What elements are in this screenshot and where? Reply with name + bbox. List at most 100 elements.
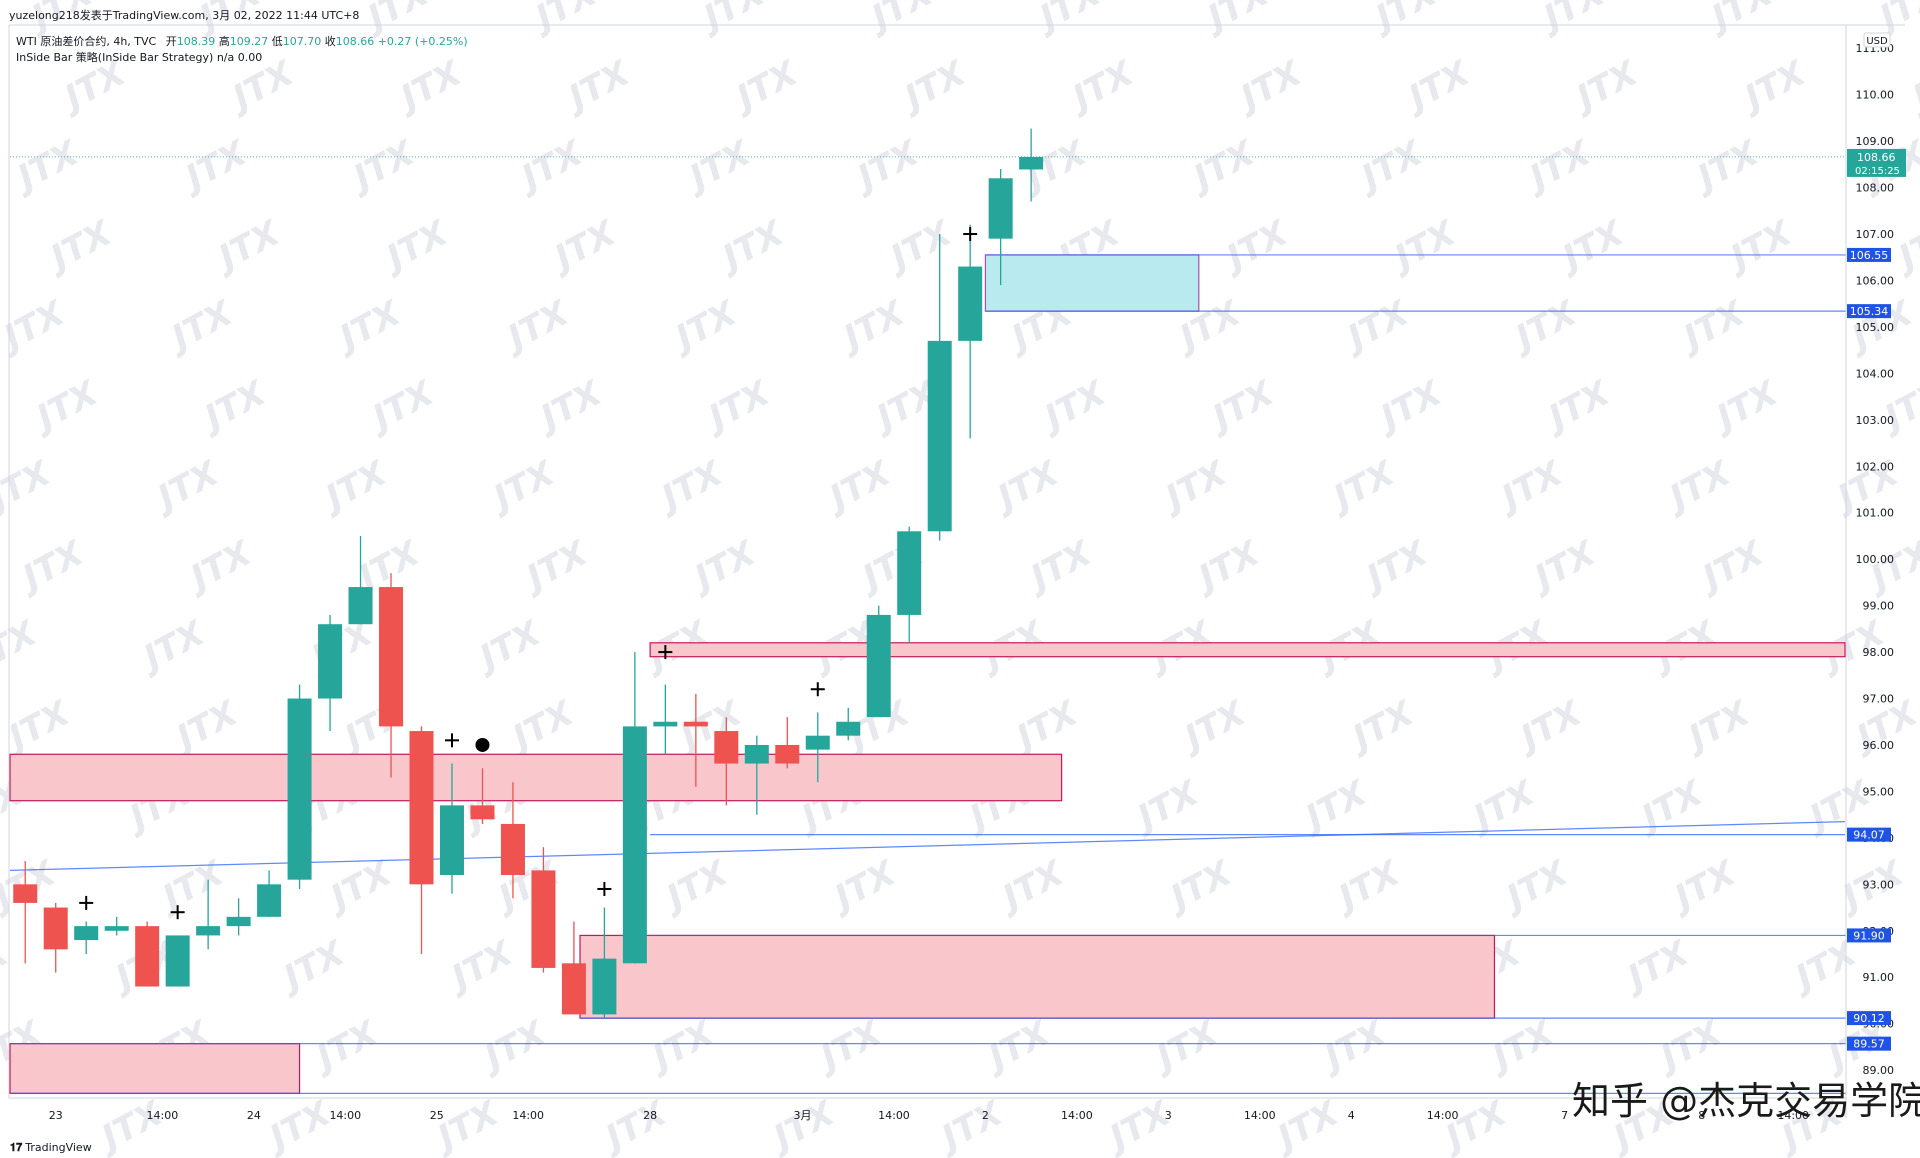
jtx-watermark: JTX [496, 293, 576, 361]
jtx-watermark: JTX [1196, 0, 1276, 41]
candle-body [775, 744, 800, 764]
candle-body [409, 731, 434, 885]
candle [714, 717, 739, 806]
jtx-watermark: JTX [1677, 693, 1757, 761]
jtx-watermark: JTX [986, 453, 1066, 521]
supply-demand-zone-pink [9, 1043, 301, 1094]
time-tick-label: 28 [643, 1109, 657, 1122]
jtx-watermark: JTX [1733, 53, 1813, 121]
jtx-watermark: JTX [501, 693, 581, 761]
jtx-watermark: JTX [1705, 373, 1785, 441]
jtx-watermark: JTX [1663, 853, 1743, 921]
jtx-watermark: JTX [809, 1013, 889, 1081]
candle [683, 693, 708, 787]
symbol-name: WTI 原油差价合约, 4h, TVC [16, 35, 157, 48]
jtx-watermark: JTX [1887, 213, 1920, 281]
candle [409, 726, 434, 955]
candle [439, 763, 464, 894]
price-tick-label: 100.00 [1856, 553, 1895, 566]
tradingview-brand[interactable]: 𝟏𝟕 TradingView [10, 1141, 92, 1155]
jtx-watermark: JTX [1700, 0, 1780, 41]
candle-body [470, 805, 495, 820]
jtx-watermark: JTX [487, 853, 567, 921]
signal-cross-marker [79, 895, 94, 910]
jtx-watermark: JTX [39, 213, 119, 281]
strategy-legend[interactable]: InSide Bar 策略(InSide Bar Strategy) n/a 0… [16, 51, 263, 64]
jtx-watermark: JTX [1154, 453, 1234, 521]
jtx-watermark: JTX [529, 373, 609, 441]
signal-cross-marker [963, 227, 978, 242]
close-label: 收 [324, 35, 336, 48]
level-price-tag [1847, 247, 1891, 262]
jtx-watermark: JTX [1495, 853, 1575, 921]
candle [1019, 128, 1044, 202]
jtx-watermark: JTX [179, 533, 259, 601]
candle [836, 707, 861, 741]
candle-body [714, 731, 739, 764]
time-tick-label: 23 [49, 1109, 63, 1122]
jtx-watermark: JTX [1266, 1093, 1346, 1158]
candle-body [135, 926, 160, 987]
candle-body [897, 531, 922, 615]
candle-body [836, 721, 861, 736]
time-tick-label: 14:00 [878, 1109, 910, 1122]
jtx-watermark: JTX [90, 1093, 170, 1158]
jtx-watermark: JTX [762, 1093, 842, 1158]
last-price-tag [1847, 148, 1906, 177]
jtx-watermark: JTX [1504, 293, 1584, 361]
jtx-watermark: JTX [1028, 0, 1108, 41]
jtx-watermark: JTX [165, 693, 245, 761]
jtx-watermark: JTX [1658, 453, 1738, 521]
jtx-watermark: JTX [664, 293, 744, 361]
signal-dot-marker [475, 737, 490, 752]
jtx-watermark: JTX [1873, 373, 1920, 441]
candle-body [165, 935, 190, 987]
currency-label: USD [1866, 36, 1888, 47]
candle [74, 921, 99, 955]
level-price-value: 91.90 [1853, 929, 1885, 942]
jtx-watermark: JTX [1691, 533, 1771, 601]
candle-body [531, 870, 556, 968]
candle-body [318, 624, 343, 699]
price-tick-label: 106.00 [1856, 274, 1895, 287]
jtx-watermark: JTX [711, 213, 791, 281]
price-tick-label: 102.00 [1856, 460, 1895, 473]
candle [988, 168, 1013, 286]
candle-body [805, 735, 830, 750]
jtx-watermark: JTX [1859, 533, 1920, 601]
level-price-value: 90.12 [1853, 1012, 1885, 1025]
jtx-watermark: JTX [1397, 53, 1477, 121]
time-tick-label: 14:00 [512, 1109, 544, 1122]
high-value: 109.27 [229, 35, 269, 48]
jtx-watermark: JTX [0, 613, 45, 681]
time-tick-label: 3月 [794, 1109, 812, 1122]
candle [379, 573, 404, 778]
time-tick-label: 14:00 [329, 1109, 361, 1122]
jtx-watermark: JTX [314, 453, 394, 521]
jtx-watermark: JTX [1369, 373, 1449, 441]
author-watermark: 知乎 @杰克交易学院 [1572, 1079, 1920, 1123]
jtx-watermark: JTX [1686, 133, 1766, 201]
time-tick-label: 8 [1698, 1109, 1705, 1122]
jtx-watermark: JTX [1355, 533, 1435, 601]
jtx-watermark: JTX [1098, 1093, 1178, 1158]
currency-badge [1863, 32, 1891, 48]
candle-body [43, 907, 68, 950]
jtx-watermark: JTX [641, 1013, 721, 1081]
jtx-watermark: JTX [272, 933, 352, 1001]
candle [775, 717, 800, 769]
jtx-watermark: JTX [328, 293, 408, 361]
price-tick-label: 89.00 [1863, 1064, 1895, 1077]
open-label: 开 [165, 35, 177, 48]
jtx-watermark: JTX [515, 533, 595, 601]
candle [104, 916, 129, 936]
jtx-watermark: JTX [678, 133, 758, 201]
jtx-watermark: JTX [1490, 453, 1570, 521]
jtx-watermark: JTX [1509, 693, 1589, 761]
price-tick-label: 108.00 [1856, 182, 1895, 195]
jtx-watermark: JTX [151, 853, 231, 921]
symbol-legend[interactable]: WTI 原油差价合约, 4h, TVC 开108.39 高109.27 低107… [16, 33, 468, 49]
jtx-watermark: JTX [1518, 133, 1598, 201]
supply-demand-zone-pink [649, 642, 1846, 658]
